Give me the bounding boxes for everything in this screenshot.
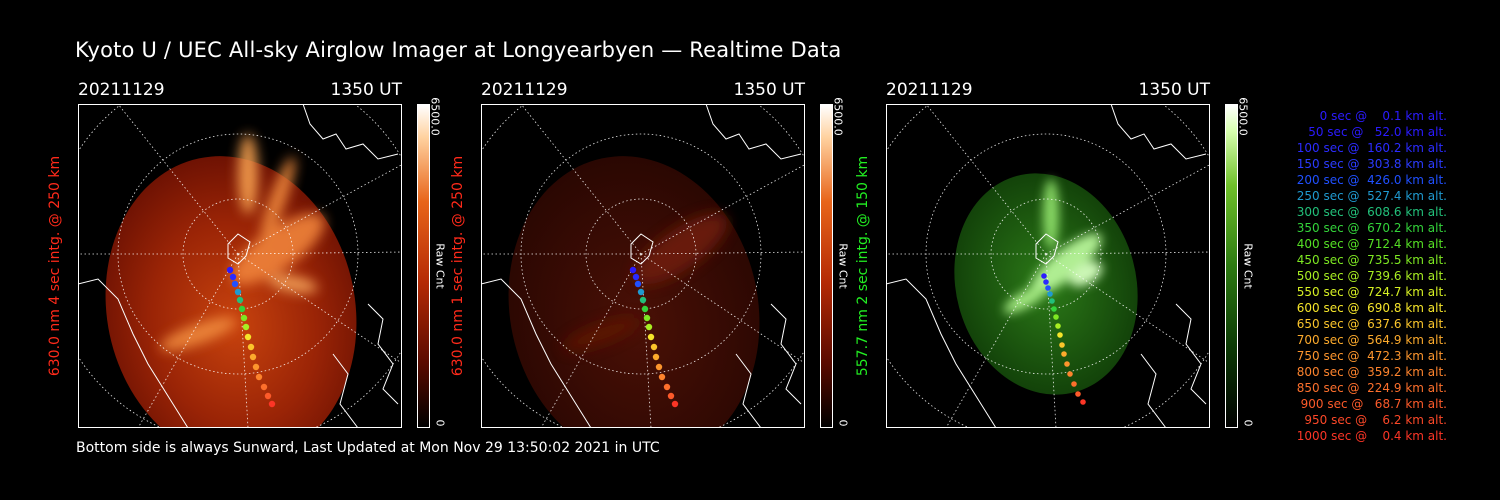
legend-row: 450 sec @ 735.5 km alt. xyxy=(1292,253,1447,267)
panel-time: 1350 UT xyxy=(733,80,806,100)
colorbar xyxy=(1225,104,1238,428)
colorbar xyxy=(820,104,833,428)
trajectory-dots xyxy=(629,266,679,408)
allsky-image xyxy=(886,104,1210,428)
legend-row: 800 sec @ 359.2 km alt. xyxy=(1292,365,1447,379)
legend-row: 700 sec @ 564.9 km alt. xyxy=(1292,333,1447,347)
trajectory-dots xyxy=(1041,273,1086,405)
legend-row: 950 sec @ 6.2 km alt. xyxy=(1300,413,1447,427)
legend-row: 550 sec @ 724.7 km alt. xyxy=(1292,285,1447,299)
legend-row: 0 sec @ 0.1 km alt. xyxy=(1308,109,1447,123)
trajectory-legend: 0 sec @ 0.1 km alt. 50 sec @ 52.0 km alt… xyxy=(1262,108,1447,444)
legend-row: 100 sec @ 160.2 km alt. xyxy=(1292,141,1447,155)
allsky-image xyxy=(78,104,402,428)
legend-row: 900 sec @ 68.7 km alt. xyxy=(1296,397,1447,411)
imager-panel-630nm-4s: 20211129 1350 UT 630.0 nm 4 sec intg. @ … xyxy=(47,80,456,435)
imager-panel-630nm-1s: 20211129 1350 UT 630.0 nm 1 sec intg. @ … xyxy=(450,80,859,435)
page-title: Kyoto U / UEC All-sky Airglow Imager at … xyxy=(75,38,842,62)
panel-date: 20211129 xyxy=(886,80,973,100)
panel-date: 20211129 xyxy=(78,80,165,100)
legend-row: 350 sec @ 670.2 km alt. xyxy=(1292,221,1447,235)
legend-row: 850 sec @ 224.9 km alt. xyxy=(1292,381,1447,395)
panel-time: 1350 UT xyxy=(1138,80,1211,100)
legend-row: 600 sec @ 690.8 km alt. xyxy=(1292,301,1447,315)
panel-date: 20211129 xyxy=(481,80,568,100)
legend-row: 750 sec @ 472.3 km alt. xyxy=(1292,349,1447,363)
legend-row: 300 sec @ 608.6 km alt. xyxy=(1292,205,1447,219)
allsky-image xyxy=(481,104,805,428)
legend-row: 650 sec @ 637.6 km alt. xyxy=(1292,317,1447,331)
panel-time: 1350 UT xyxy=(330,80,403,100)
legend-row: 500 sec @ 739.6 km alt. xyxy=(1292,269,1447,283)
footer-note: Bottom side is always Sunward, Last Upda… xyxy=(76,440,660,456)
allsky-map xyxy=(886,104,1210,428)
imager-panel-557nm-2s: 20211129 1350 UT 557.7 nm 2 sec intg. @ … xyxy=(855,80,1264,435)
allsky-map xyxy=(78,104,402,428)
legend-row: 200 sec @ 426.0 km alt. xyxy=(1292,173,1447,187)
legend-row: 50 sec @ 52.0 km alt. xyxy=(1300,125,1447,139)
colorbar xyxy=(417,104,430,428)
allsky-map xyxy=(481,104,805,428)
legend-row: 400 sec @ 712.4 km alt. xyxy=(1292,237,1447,251)
legend-row: 1000 sec @ 0.4 km alt. xyxy=(1296,429,1447,443)
legend-row: 150 sec @ 303.8 km alt. xyxy=(1292,157,1447,171)
trajectory-dots xyxy=(226,266,276,408)
legend-row: 250 sec @ 527.4 km alt. xyxy=(1292,189,1447,203)
